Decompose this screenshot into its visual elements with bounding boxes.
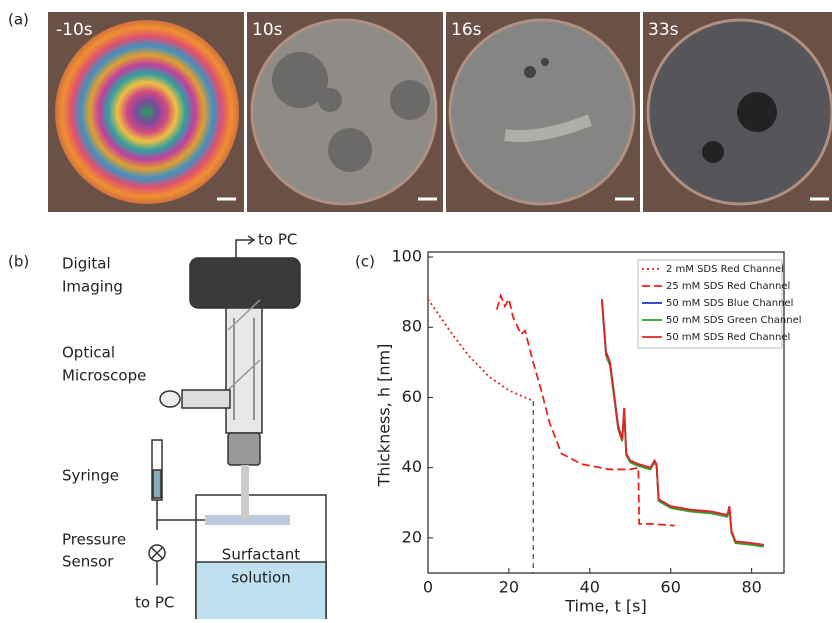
x-axis-title: Time, t [s] [564,597,647,616]
label: Microscope [62,367,146,385]
x-tick-label: 20 [499,578,519,597]
y-axis-title: Thickness, h [nm] [375,344,394,488]
series-line [428,299,533,401]
x-tick-label: 0 [423,578,433,597]
label: Syringe [62,467,119,485]
y-tick-label: 40 [402,457,422,476]
legend-label: 50 mM SDS Blue Channel [666,298,793,309]
y-tick-label: 80 [402,317,422,336]
x-tick-label: 60 [661,578,681,597]
frame-time: 10s [252,20,283,40]
label: Imaging [62,278,123,296]
x-tick-label: 80 [741,578,761,597]
legend-label: 50 mM SDS Red Channel [666,332,790,343]
label: Pressure [62,531,126,549]
panel-label: (c) [355,253,375,271]
x-tick-label: 40 [580,578,600,597]
panel-label: (b) [8,253,29,271]
legend-label: 50 mM SDS Green Channel [666,315,802,326]
legend-label: 2 mM SDS Red Channel [666,264,784,275]
label: Surfactant [222,546,300,564]
page: (a) -10s 10s 16s 33s (b) Digital [0,0,832,619]
label: Sensor [62,553,114,571]
y-tick-label: 60 [402,387,422,406]
panel-label: (a) [8,11,29,29]
label: solution [231,569,290,587]
micrographs [48,12,832,212]
label: to PC [135,594,174,612]
y-tick-label: 20 [402,527,422,546]
legend-label: 25 mM SDS Red Channel [666,281,790,292]
label: Optical [62,344,115,362]
frame-time: -10s [56,20,93,40]
figure: (a) -10s 10s 16s 33s (b) Digital [0,0,832,619]
chart: 0 20 40 60 80 20 40 60 80 100 Time, t [s] Thickness… [375,247,802,616]
label: to PC [258,231,297,249]
label: Digital [62,255,111,273]
frame-time: 33s [648,20,679,40]
frame-time: 16s [451,20,482,40]
y-tick-label: 100 [391,247,422,266]
